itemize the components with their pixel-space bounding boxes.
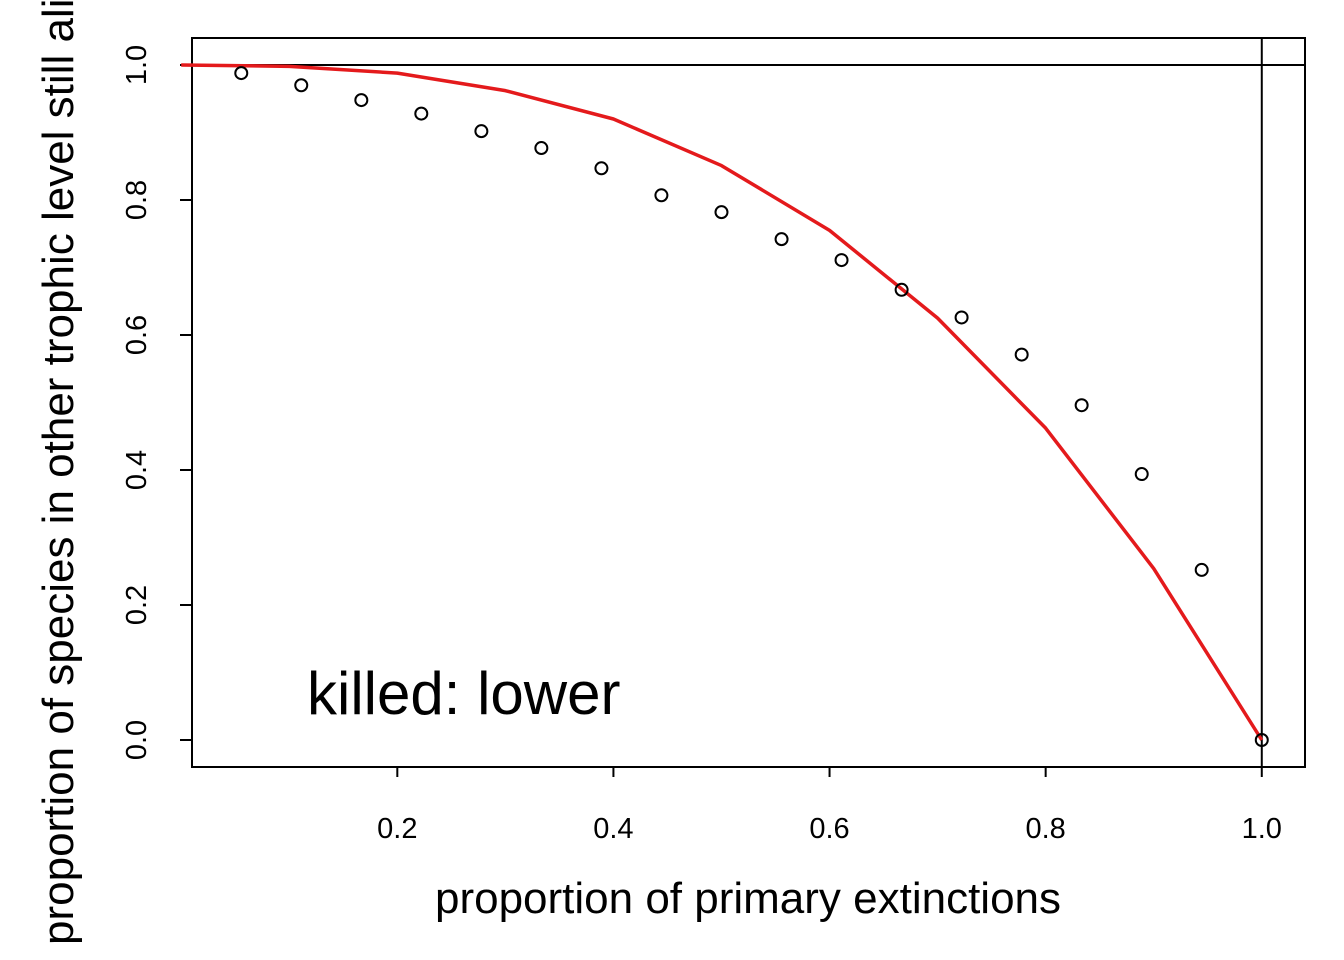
data-point	[414, 106, 429, 121]
data-point	[654, 188, 669, 203]
data-point	[534, 141, 549, 156]
data-point	[1014, 347, 1029, 362]
y-tick-label: 0.6	[121, 315, 153, 355]
data-point	[234, 66, 249, 81]
series-line	[181, 63, 1264, 741]
data-point	[774, 232, 789, 247]
x-tick-label: 1.0	[1242, 813, 1282, 845]
x-axis-title: proportion of primary extinctions	[435, 874, 1061, 923]
y-tick-label: 0.8	[121, 180, 153, 220]
chart-annotation: killed: lower	[307, 660, 620, 727]
plot-frame	[191, 37, 1306, 768]
data-point	[1194, 562, 1209, 577]
x-tick-label: 0.8	[1025, 813, 1065, 845]
y-axis-title: proportion of species in other trophic l…	[34, 0, 83, 945]
y-tick-label: 1.0	[121, 45, 153, 85]
y-tick-label: 0.4	[121, 450, 153, 490]
x-tick-label: 0.6	[809, 813, 849, 845]
data-point	[1074, 398, 1089, 413]
data-point	[834, 253, 849, 268]
data-point	[594, 161, 609, 176]
y-tick-label: 0.2	[121, 585, 153, 625]
data-point	[714, 205, 729, 220]
x-tick-label: 0.4	[593, 813, 633, 845]
data-point	[354, 93, 369, 108]
x-axis: 0.2 0.4 0.6 0.8 1.0	[377, 767, 1282, 845]
y-tick-label: 0.0	[121, 720, 153, 760]
data-point	[294, 78, 309, 93]
data-point	[954, 310, 969, 325]
data-point	[894, 282, 909, 297]
data-point	[474, 124, 489, 139]
data-point	[1134, 467, 1149, 482]
series-layer	[181, 63, 1269, 747]
x-tick-label: 0.2	[377, 813, 417, 845]
y-axis: 0.0 0.2 0.4 0.6 0.8 1.0	[121, 45, 192, 760]
reference-lines	[192, 38, 1305, 767]
data-point	[1254, 733, 1269, 747]
